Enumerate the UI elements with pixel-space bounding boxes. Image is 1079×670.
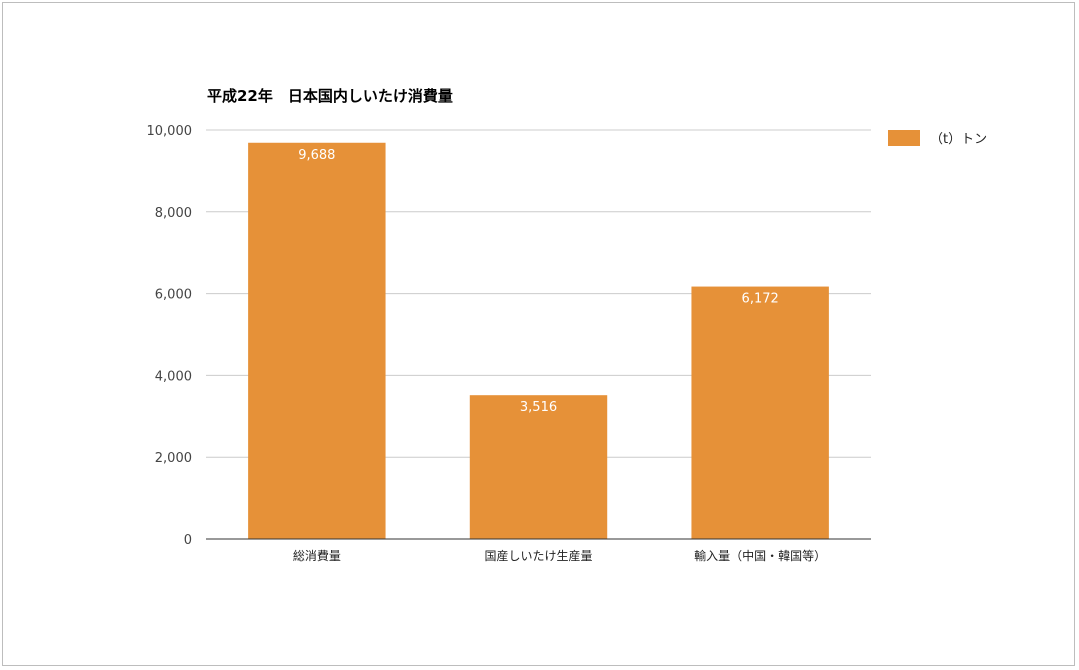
chart-title: 平成22年 日本国内しいたけ消費量 <box>207 87 453 105</box>
y-tick-label: 10,000 <box>147 124 193 139</box>
x-category-label: 総消費量 <box>293 548 341 563</box>
y-tick-label: 4,000 <box>155 369 192 384</box>
bar <box>691 286 829 539</box>
bars <box>248 142 829 539</box>
y-tick-label: 8,000 <box>155 206 192 221</box>
bar <box>248 142 386 539</box>
data-labels: 9,688 3,516 6,172 <box>298 148 779 415</box>
data-label: 3,516 <box>520 400 557 415</box>
y-axis-ticks: 0 2,000 4,000 6,000 8,000 10,000 <box>147 124 193 548</box>
legend-label: （t）トン <box>930 132 987 147</box>
y-tick-label: 2,000 <box>155 451 192 466</box>
legend: （t）トン <box>888 130 987 147</box>
legend-swatch <box>888 130 920 146</box>
x-axis-categories: 総消費量 国産しいたけ生産量 輸入量（中国・韓国等） <box>293 548 826 563</box>
y-tick-label: 6,000 <box>155 288 192 303</box>
data-label: 9,688 <box>298 148 335 163</box>
x-category-label: 輸入量（中国・韓国等） <box>694 548 826 563</box>
y-tick-label: 0 <box>184 533 192 548</box>
bar <box>469 395 608 539</box>
data-label: 6,172 <box>742 292 779 307</box>
x-category-label: 国産しいたけ生産量 <box>484 548 592 563</box>
